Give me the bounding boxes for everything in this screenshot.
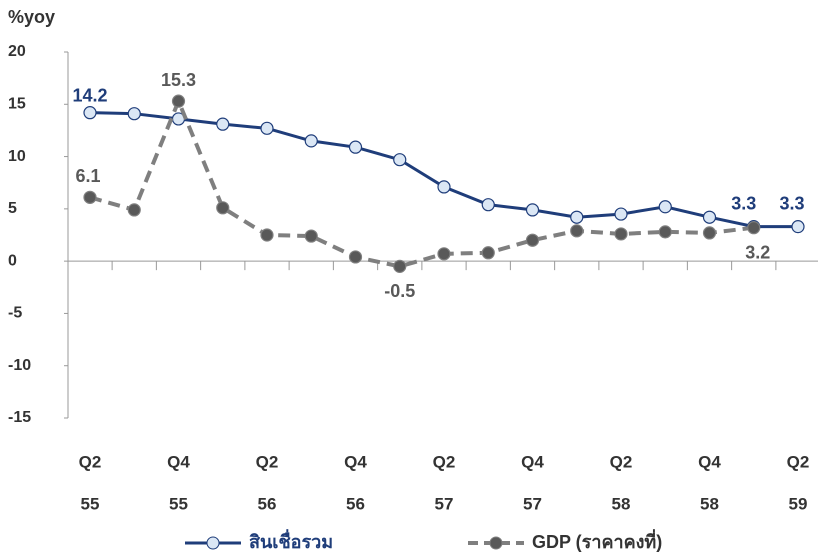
data-point bbox=[260, 228, 274, 242]
data-point bbox=[83, 106, 97, 120]
x-tick-year: 56 bbox=[258, 494, 277, 513]
x-tick-label: Q2 bbox=[256, 452, 279, 471]
data-point bbox=[481, 198, 495, 212]
data-point bbox=[216, 117, 230, 131]
data-point bbox=[437, 247, 451, 261]
data-point bbox=[171, 94, 186, 108]
x-tick-label: Q2 bbox=[787, 452, 810, 471]
data-label: 14.2 bbox=[72, 85, 107, 105]
x-tick-year: 58 bbox=[700, 494, 719, 513]
data-label: 3.2 bbox=[745, 242, 770, 262]
y-tick-label: -10 bbox=[8, 357, 31, 374]
legend-label: สินเชื่อรวม bbox=[249, 529, 333, 552]
data-label: 6.1 bbox=[75, 166, 100, 186]
data-point bbox=[702, 210, 717, 224]
data-point bbox=[658, 225, 672, 239]
legend-label: GDP (ราคาคงที่) bbox=[532, 529, 662, 552]
data-point bbox=[525, 233, 540, 247]
y-axis-label: %yoy bbox=[8, 7, 55, 27]
data-point bbox=[348, 250, 363, 264]
data-point bbox=[702, 226, 717, 240]
x-tick-year: 59 bbox=[789, 494, 808, 513]
data-point bbox=[304, 229, 318, 243]
data-point bbox=[216, 201, 230, 215]
y-tick-label: 10 bbox=[8, 148, 26, 165]
y-tick-label: -5 bbox=[8, 305, 22, 322]
x-tick-year: 55 bbox=[169, 494, 188, 513]
x-tick-label: Q4 bbox=[167, 452, 190, 471]
x-tick-year: 56 bbox=[346, 494, 365, 513]
data-point bbox=[614, 207, 628, 221]
data-point bbox=[304, 134, 318, 148]
x-tick-label: Q4 bbox=[521, 452, 544, 471]
y-tick-label: 15 bbox=[8, 96, 26, 113]
data-label: 15.3 bbox=[161, 70, 196, 90]
series-line bbox=[89, 95, 754, 269]
x-tick-label: Q2 bbox=[433, 452, 456, 471]
data-point bbox=[658, 200, 672, 214]
x-tick-label: Q4 bbox=[344, 452, 367, 471]
data-label: 3.3 bbox=[779, 193, 804, 213]
x-tick-year: 55 bbox=[81, 494, 100, 513]
data-point bbox=[614, 227, 628, 241]
x-tick-label: Q4 bbox=[698, 452, 721, 471]
y-tick-label: 0 bbox=[8, 252, 17, 269]
data-point bbox=[791, 220, 805, 234]
data-point bbox=[348, 140, 363, 154]
data-point bbox=[437, 180, 451, 194]
data-label: -0.5 bbox=[384, 281, 415, 301]
x-tick-year: 57 bbox=[435, 494, 454, 513]
data-point bbox=[83, 190, 97, 204]
y-tick-label: 5 bbox=[8, 200, 17, 217]
data-point bbox=[260, 121, 274, 135]
y-tick-label: -15 bbox=[8, 409, 31, 426]
data-point bbox=[481, 246, 495, 260]
data-label: 3.3 bbox=[731, 193, 756, 213]
data-point bbox=[570, 224, 584, 238]
data-point bbox=[525, 203, 540, 217]
data-point bbox=[393, 259, 407, 273]
x-tick-label: Q2 bbox=[610, 452, 633, 471]
legend-marker bbox=[489, 536, 503, 550]
data-point bbox=[747, 221, 761, 235]
series-line bbox=[89, 111, 798, 229]
x-tick-year: 57 bbox=[523, 494, 542, 513]
data-point bbox=[127, 203, 141, 217]
data-point bbox=[393, 153, 407, 167]
legend-marker bbox=[206, 536, 220, 550]
y-tick-label: 20 bbox=[8, 43, 26, 60]
data-point bbox=[570, 210, 584, 224]
x-tick-year: 58 bbox=[612, 494, 631, 513]
data-point bbox=[127, 107, 141, 121]
x-tick-label: Q2 bbox=[79, 452, 102, 471]
